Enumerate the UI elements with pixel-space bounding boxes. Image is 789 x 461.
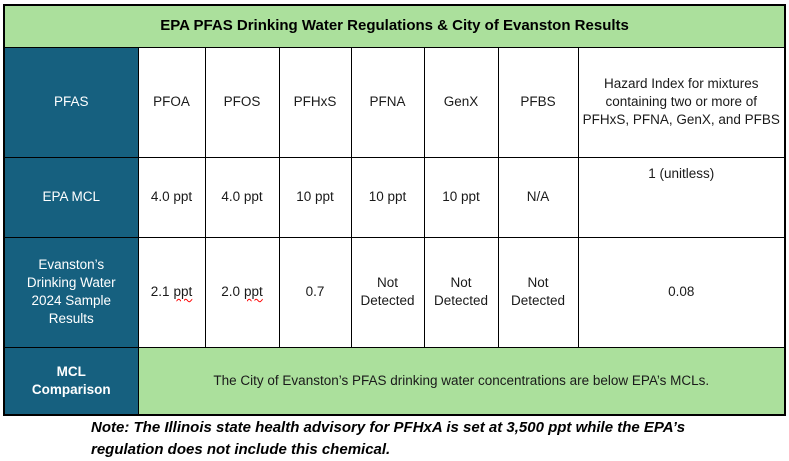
note-text: Note: The Illinois state health advisory… xyxy=(91,419,686,458)
mcl-comparison-text: The City of Evanston’s PFAS drinking wat… xyxy=(137,346,786,416)
col-header-pfos: PFOS xyxy=(204,46,280,158)
row-header-epa-mcl: EPA MCL xyxy=(3,156,139,238)
mcl-comparison-label: MCL Comparison xyxy=(31,363,111,397)
sample-value-pfoa: 2.1 ppt xyxy=(137,236,206,348)
mcl-value-genx: 10 ppt xyxy=(423,156,499,238)
col-header-pfbs: PFBS xyxy=(497,46,579,158)
mcl-value-pfna: 10 ppt xyxy=(350,156,425,238)
sample-value-pfos: 2.0 ppt xyxy=(204,236,280,348)
col-header-genx: GenX xyxy=(423,46,499,158)
row-header-mcl-comparison: MCL Comparison xyxy=(3,346,139,416)
col-header-pfhxs: PFHxS xyxy=(278,46,352,158)
col-header-hazard-index: Hazard Index for mixtures containing two… xyxy=(577,46,786,158)
mcl-comparison-row: MCL Comparison The City of Evanston’s PF… xyxy=(3,346,786,416)
mcl-value-pfbs: N/A xyxy=(497,156,579,238)
col-header-pfoa: PFOA xyxy=(137,46,206,158)
evanston-sample-row: Evanston’s Drinking Water 2024 Sample Re… xyxy=(3,236,786,348)
col-header-pfna: PFNA xyxy=(350,46,425,158)
sample-value-hazard-index: 0.08 xyxy=(577,236,786,348)
sample-value-pfbs: Not Detected xyxy=(497,236,579,348)
mcl-value-pfos: 4.0 ppt xyxy=(204,156,280,238)
row-header-pfas: PFAS xyxy=(3,46,139,158)
epa-mcl-row: EPA MCL 4.0 ppt 4.0 ppt 10 ppt 10 ppt 10… xyxy=(3,156,786,238)
mcl-value-hazard-index: 1 (unitless) xyxy=(577,156,786,238)
sample-number: 2.0 xyxy=(221,283,240,299)
misspelled-unit: ppt xyxy=(173,283,193,299)
misspelled-unit: ppt xyxy=(244,283,263,299)
title-row: EPA PFAS Drinking Water Regulations & Ci… xyxy=(3,4,786,48)
sample-value-genx: Not Detected xyxy=(423,236,499,348)
pfas-regulations-table: EPA PFAS Drinking Water Regulations & Ci… xyxy=(3,4,787,416)
table-title: EPA PFAS Drinking Water Regulations & Ci… xyxy=(3,4,786,48)
sample-number: 2.1 xyxy=(150,283,170,299)
sample-value-pfna: Not Detected xyxy=(350,236,425,348)
mcl-value-pfhxs: 10 ppt xyxy=(278,156,352,238)
sample-value-pfhxs: 0.7 xyxy=(278,236,352,348)
mcl-value-pfoa: 4.0 ppt xyxy=(137,156,206,238)
header-row: PFAS PFOA PFOS PFHxS PFNA GenX PFBS Haza… xyxy=(3,46,786,158)
row-header-evanston-results: Evanston’s Drinking Water 2024 Sample Re… xyxy=(3,236,139,348)
